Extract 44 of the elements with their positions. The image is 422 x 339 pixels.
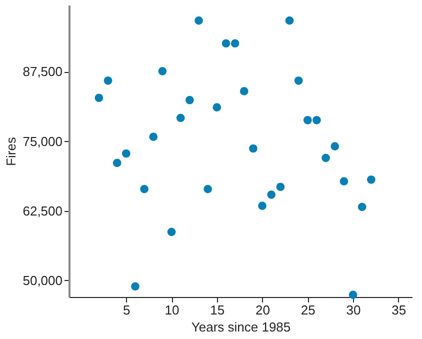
point <box>322 154 330 162</box>
point <box>312 116 321 124</box>
x-axis-title: Years since 1985 <box>191 320 291 334</box>
point <box>104 76 112 85</box>
point <box>294 76 303 85</box>
point <box>366 175 376 184</box>
point <box>194 16 203 25</box>
point <box>285 16 294 25</box>
point <box>230 39 240 48</box>
y-tick-label: 75,000 <box>22 134 62 149</box>
point <box>131 282 140 291</box>
point <box>222 39 230 48</box>
x-tick-label: 10 <box>164 302 180 318</box>
point <box>167 228 176 236</box>
point <box>240 87 248 96</box>
point <box>186 96 194 104</box>
point <box>276 182 285 192</box>
point <box>140 184 148 194</box>
point <box>94 94 104 102</box>
point <box>267 190 276 199</box>
point <box>212 103 222 112</box>
x-tick-label: 15 <box>210 302 225 318</box>
point <box>176 114 185 122</box>
y-tick-label: 87,500 <box>22 64 62 80</box>
point <box>348 290 358 299</box>
point <box>249 144 258 153</box>
point <box>122 149 130 158</box>
point <box>149 132 158 141</box>
y-tick-label: 62,500 <box>22 203 62 218</box>
point <box>112 158 122 168</box>
point <box>204 184 212 194</box>
point <box>358 202 366 212</box>
y-axis-title: Fires <box>4 136 19 166</box>
point <box>330 142 340 150</box>
x-tick-label: 5 <box>123 302 130 318</box>
point <box>303 116 312 124</box>
x-tick-label: 20 <box>256 302 270 318</box>
y-tick-label: 50,000 <box>22 272 62 288</box>
point <box>258 202 266 210</box>
point <box>340 177 348 186</box>
x-tick-label: 35 <box>392 302 406 318</box>
x-tick-label: 25 <box>300 302 316 318</box>
point <box>158 67 167 76</box>
x-tick-label: 30 <box>346 302 361 318</box>
